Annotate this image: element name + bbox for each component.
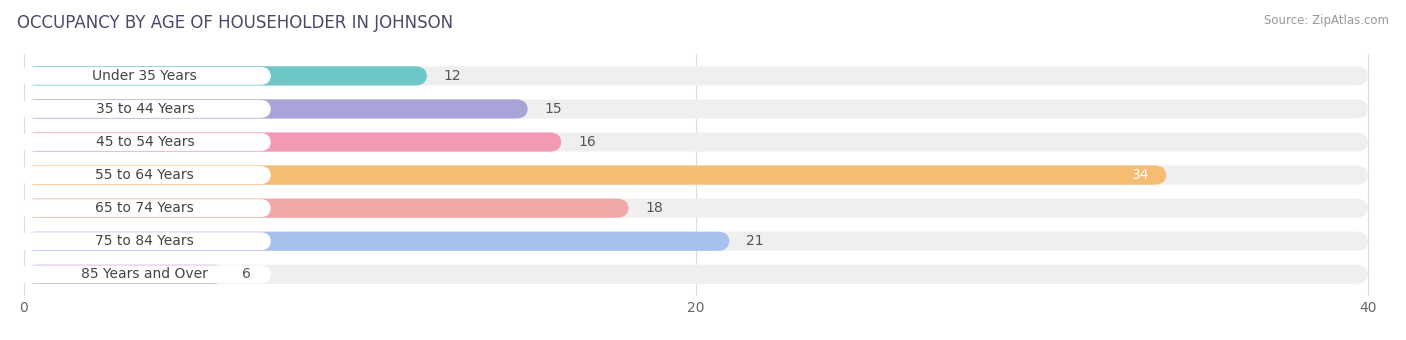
FancyBboxPatch shape xyxy=(18,166,271,184)
FancyBboxPatch shape xyxy=(18,232,271,250)
Text: 45 to 54 Years: 45 to 54 Years xyxy=(96,135,194,149)
FancyBboxPatch shape xyxy=(24,99,1368,119)
FancyBboxPatch shape xyxy=(24,265,1368,284)
FancyBboxPatch shape xyxy=(24,99,527,119)
Text: 34: 34 xyxy=(1132,168,1150,182)
FancyBboxPatch shape xyxy=(24,199,1368,218)
FancyBboxPatch shape xyxy=(18,67,271,85)
FancyBboxPatch shape xyxy=(24,66,427,85)
Text: Under 35 Years: Under 35 Years xyxy=(93,69,197,83)
FancyBboxPatch shape xyxy=(24,133,561,152)
FancyBboxPatch shape xyxy=(24,265,225,284)
Text: Source: ZipAtlas.com: Source: ZipAtlas.com xyxy=(1264,14,1389,27)
FancyBboxPatch shape xyxy=(18,133,271,151)
Text: 75 to 84 Years: 75 to 84 Years xyxy=(96,234,194,248)
FancyBboxPatch shape xyxy=(18,100,271,118)
Text: OCCUPANCY BY AGE OF HOUSEHOLDER IN JOHNSON: OCCUPANCY BY AGE OF HOUSEHOLDER IN JOHNS… xyxy=(17,14,453,32)
FancyBboxPatch shape xyxy=(24,166,1167,185)
FancyBboxPatch shape xyxy=(18,266,271,283)
Text: 6: 6 xyxy=(242,267,252,281)
FancyBboxPatch shape xyxy=(24,133,1368,152)
Text: 85 Years and Over: 85 Years and Over xyxy=(82,267,208,281)
Text: 12: 12 xyxy=(444,69,461,83)
Text: 21: 21 xyxy=(747,234,763,248)
Text: 55 to 64 Years: 55 to 64 Years xyxy=(96,168,194,182)
FancyBboxPatch shape xyxy=(24,166,1368,185)
Text: 15: 15 xyxy=(544,102,562,116)
FancyBboxPatch shape xyxy=(24,66,1368,85)
FancyBboxPatch shape xyxy=(24,232,1368,251)
Text: 16: 16 xyxy=(578,135,596,149)
FancyBboxPatch shape xyxy=(24,199,628,218)
Text: 35 to 44 Years: 35 to 44 Years xyxy=(96,102,194,116)
FancyBboxPatch shape xyxy=(24,232,730,251)
Text: 18: 18 xyxy=(645,201,664,215)
FancyBboxPatch shape xyxy=(18,199,271,217)
Text: 65 to 74 Years: 65 to 74 Years xyxy=(96,201,194,215)
